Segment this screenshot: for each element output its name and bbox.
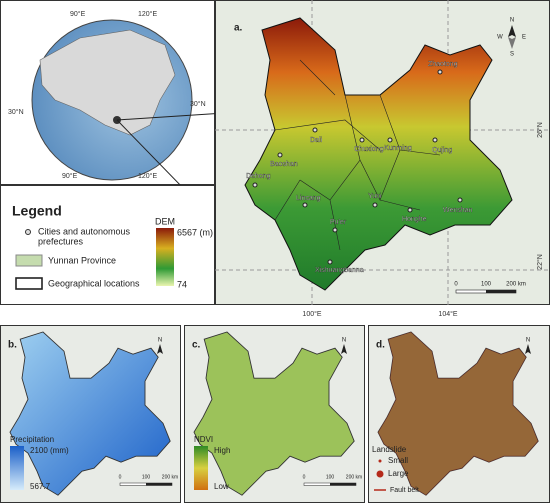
city-label: Chuxiong bbox=[354, 146, 384, 153]
city-label: Dehong bbox=[246, 173, 271, 180]
legend-title: NDVI bbox=[194, 435, 213, 444]
city bbox=[277, 152, 283, 158]
scale-label: 100 bbox=[326, 474, 335, 480]
china bbox=[39, 29, 176, 136]
small-symbol bbox=[378, 459, 382, 463]
scale-label: 0 bbox=[454, 282, 458, 288]
city-label: Pu'er bbox=[330, 219, 347, 226]
city-label: Baoshan bbox=[270, 161, 298, 168]
lat-label: 26°N bbox=[536, 122, 544, 138]
prefecture-borders bbox=[274, 59, 441, 251]
legend-label: Yunnan Province bbox=[48, 255, 116, 265]
city bbox=[312, 127, 318, 133]
city-label: Honghe bbox=[402, 216, 427, 223]
city bbox=[252, 182, 258, 188]
city bbox=[387, 137, 393, 143]
city-label: Zhaotong bbox=[428, 61, 458, 68]
lon-label: 120°E bbox=[138, 10, 157, 18]
city bbox=[407, 207, 413, 213]
compass-e: E bbox=[522, 35, 526, 41]
ndvi-low: Low bbox=[214, 482, 229, 491]
north-arrow bbox=[525, 344, 531, 354]
panel-label: a. bbox=[234, 23, 243, 34]
scale-label: 200 km bbox=[162, 474, 178, 480]
city-symbol bbox=[25, 229, 31, 235]
scale-label: 0 bbox=[303, 474, 306, 480]
province-symbol bbox=[15, 254, 43, 267]
legend-label: Fault belt bbox=[390, 487, 419, 494]
city bbox=[432, 137, 438, 143]
lon-label: 90°E bbox=[70, 10, 86, 18]
legend-title: Landslide bbox=[372, 445, 407, 454]
dem-title: DEM bbox=[155, 216, 175, 226]
precip-ramp bbox=[10, 446, 24, 490]
city bbox=[359, 137, 365, 143]
scale-label: 200 km bbox=[346, 474, 362, 480]
legend-label: Small bbox=[388, 456, 408, 465]
dem-ramp bbox=[156, 228, 174, 286]
city bbox=[372, 202, 378, 208]
lon-label: 120°E bbox=[138, 172, 157, 180]
lon-label: 90°E bbox=[62, 172, 78, 180]
city-label: Dali bbox=[310, 137, 323, 144]
panel-label: c. bbox=[192, 340, 201, 351]
compass-w: W bbox=[497, 35, 503, 41]
compass-n: N bbox=[510, 18, 514, 24]
city bbox=[332, 227, 338, 233]
location-symbol bbox=[15, 277, 43, 290]
legend-label: prefectures bbox=[38, 236, 84, 246]
ndvi-high: High bbox=[214, 446, 230, 455]
city-label: Kunming bbox=[384, 145, 412, 152]
legend-title: Legend bbox=[12, 203, 62, 219]
dem-max: 6567 (m) bbox=[177, 227, 213, 237]
city-label: Xishuangbanna bbox=[315, 267, 364, 274]
cities: Zhaotong Kunming Qujing Chuxiong Dali Ba… bbox=[246, 61, 473, 274]
compass-n: N bbox=[342, 338, 346, 344]
panel-label: d. bbox=[376, 340, 385, 351]
lat-label: 30°N bbox=[190, 100, 206, 108]
precip-min: 567.7 bbox=[30, 482, 51, 491]
compass-n: N bbox=[526, 338, 530, 344]
city bbox=[327, 259, 333, 265]
city bbox=[302, 202, 308, 208]
legend-label: Large bbox=[388, 469, 409, 478]
compass-n: N bbox=[158, 338, 162, 344]
lon-label: 100°E bbox=[302, 310, 321, 318]
north-arrow: N W E S bbox=[497, 18, 526, 58]
scale-bar: 0 100 200 km bbox=[119, 474, 178, 486]
ndvi-ramp bbox=[194, 446, 208, 490]
scale-label: 200 km bbox=[506, 282, 526, 288]
city-label: Lincang bbox=[296, 195, 321, 202]
compass-s: S bbox=[510, 52, 514, 58]
north-arrow bbox=[341, 344, 347, 354]
scale-bar: 0 100 200 km bbox=[454, 282, 526, 294]
legend-title: Precipitation bbox=[10, 435, 54, 444]
precip-max: 2100 (mm) bbox=[30, 446, 69, 455]
scale-label: 0 bbox=[119, 474, 122, 480]
panel-label: b. bbox=[8, 340, 17, 351]
lat-label: 22°N bbox=[536, 254, 544, 270]
city-label: Wenshan bbox=[443, 207, 473, 214]
city-label: Qujing bbox=[432, 147, 452, 154]
city bbox=[457, 197, 463, 203]
legend-label: Cities and autonomous bbox=[38, 226, 131, 236]
city-label: Yuxi bbox=[368, 193, 382, 200]
north-arrow bbox=[157, 344, 163, 354]
scale-label: 100 bbox=[142, 474, 151, 480]
large-symbol bbox=[376, 470, 384, 478]
scale-bar: 0 100 200 km bbox=[303, 474, 362, 486]
lon-label: 104°E bbox=[438, 310, 457, 318]
scale-label: 100 bbox=[481, 282, 492, 288]
city bbox=[437, 69, 443, 75]
legend-label: Geographical locations bbox=[48, 278, 140, 288]
lat-label: 30°N bbox=[8, 108, 24, 116]
dem-min: 74 bbox=[177, 279, 187, 289]
